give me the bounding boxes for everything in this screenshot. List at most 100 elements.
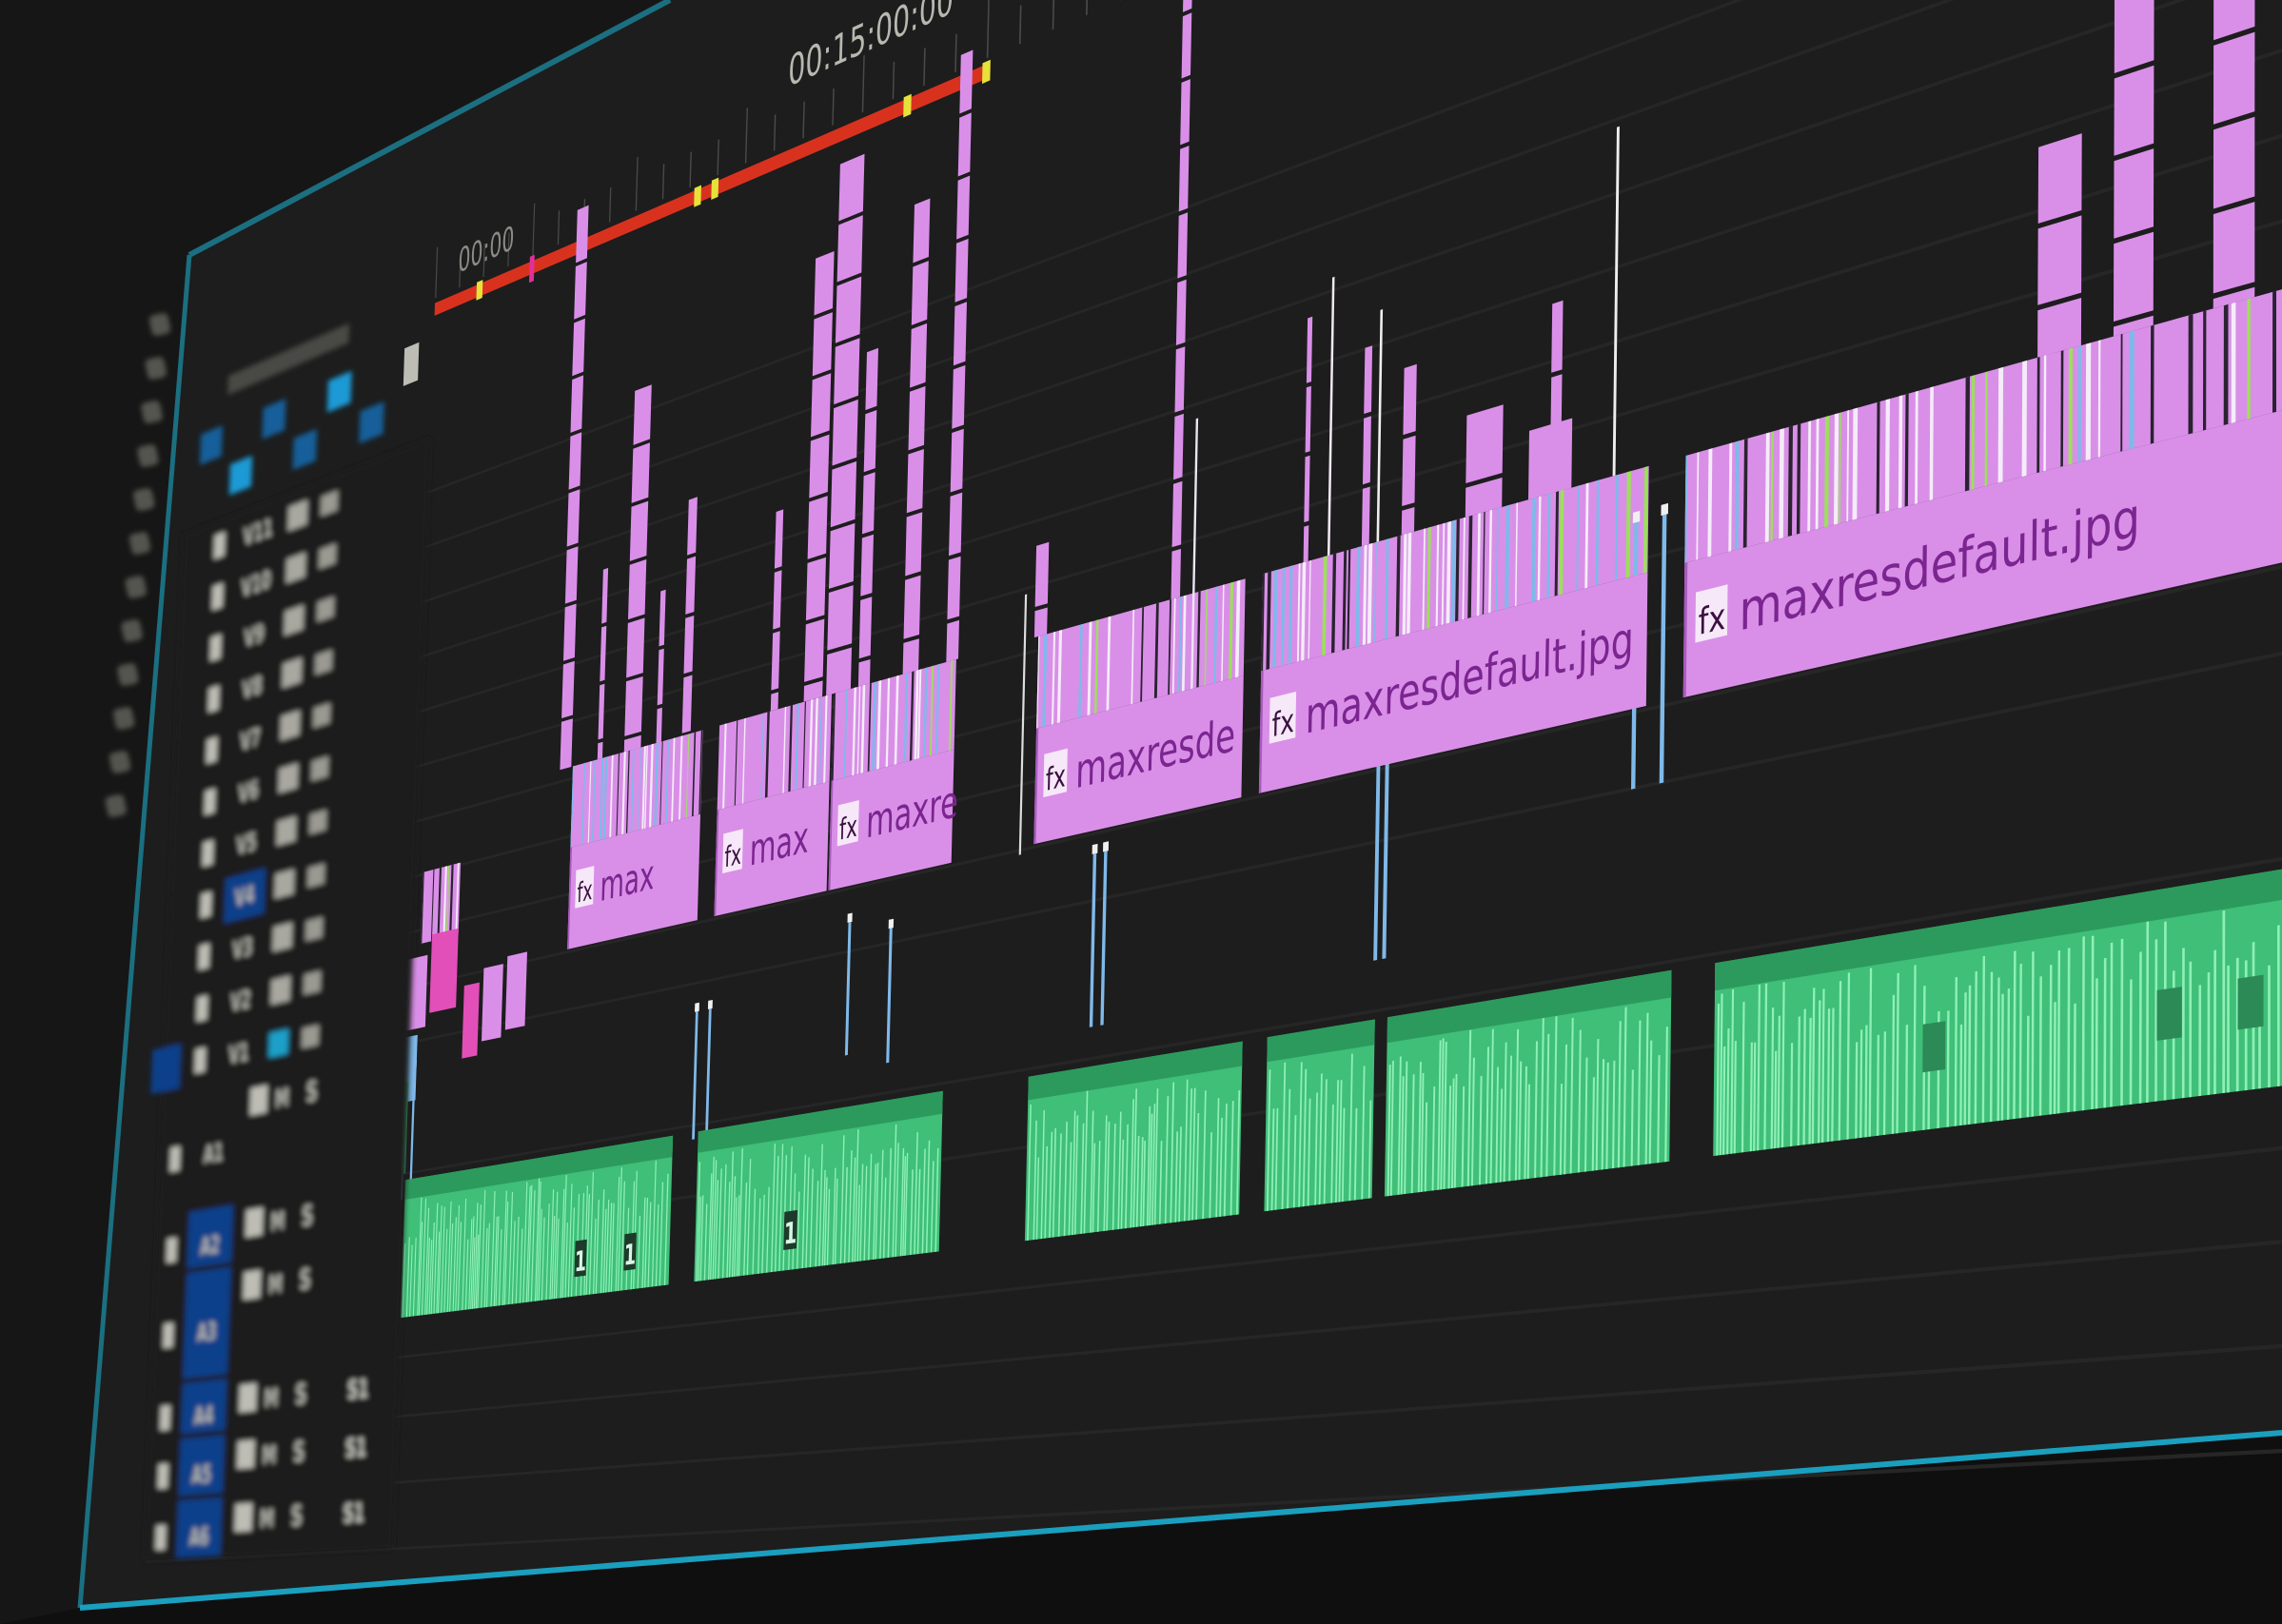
stacked-video-clip[interactable]: [954, 238, 969, 303]
stacked-video-clip[interactable]: [857, 659, 871, 687]
lock-icon[interactable]: [202, 839, 214, 868]
blue-marker[interactable]: [408, 1067, 416, 1200]
eye-icon[interactable]: [318, 543, 337, 570]
stacked-video-clip[interactable]: [656, 707, 662, 744]
toggle-sync-icon[interactable]: [287, 499, 308, 532]
audio-target-patch[interactable]: [178, 1435, 226, 1497]
sequence-tab[interactable]: [227, 323, 350, 396]
blue-marker[interactable]: [1659, 514, 1667, 784]
stacked-video-clip[interactable]: [1181, 12, 1192, 79]
stacked-video-clip[interactable]: [2113, 315, 2154, 337]
stacked-video-clip[interactable]: [1528, 418, 1573, 500]
stacked-video-clip[interactable]: [807, 496, 828, 559]
video-clip[interactable]: [1033, 675, 1244, 845]
stacked-video-clip[interactable]: [829, 522, 856, 589]
stacked-video-clip[interactable]: [1403, 363, 1417, 436]
stacked-video-clip[interactable]: [628, 558, 647, 620]
stacked-video-clip[interactable]: [863, 410, 877, 473]
eye-icon[interactable]: [305, 916, 324, 942]
marker-pin[interactable]: [1190, 418, 1199, 690]
lock-icon[interactable]: [200, 891, 212, 919]
stacked-video-clip[interactable]: [564, 546, 579, 604]
stacked-video-clip[interactable]: [809, 434, 830, 499]
audio-target-patch[interactable]: [181, 1379, 227, 1435]
voiceover-mic-icon[interactable]: [239, 1382, 257, 1413]
rolling-edit-tool-icon[interactable]: [136, 443, 159, 468]
stacked-video-clip[interactable]: [1173, 413, 1184, 480]
lock-icon[interactable]: [163, 1322, 174, 1349]
audio-target-patch[interactable]: [176, 1497, 223, 1558]
wrench-icon[interactable]: [403, 342, 420, 386]
stacked-video-clip[interactable]: [2213, 0, 2255, 41]
toggle-sync-icon[interactable]: [272, 922, 293, 952]
video-clip[interactable]: [567, 814, 700, 949]
timeline-toolbar-icon[interactable]: [326, 370, 352, 413]
stacked-video-clip[interactable]: [1306, 316, 1313, 383]
stacked-video-clip[interactable]: [657, 648, 664, 706]
razor-tool-icon[interactable]: [128, 531, 151, 556]
playhead-marker[interactable]: [529, 254, 535, 284]
voiceover-mic-icon[interactable]: [243, 1269, 262, 1301]
video-clip[interactable]: [828, 749, 954, 890]
stacked-video-clip[interactable]: [1178, 146, 1190, 212]
stacked-video-clip[interactable]: [1466, 404, 1504, 483]
stacked-video-clip[interactable]: [1033, 607, 1048, 638]
blue-marker[interactable]: [1089, 853, 1097, 1027]
stacked-video-clip[interactable]: [1175, 279, 1187, 345]
stacked-video-clip[interactable]: [2213, 31, 2255, 125]
stacked-video-clip[interactable]: [2213, 202, 2255, 294]
stacked-video-clip[interactable]: [2114, 148, 2154, 239]
stacked-video-clip[interactable]: [597, 741, 603, 760]
stacked-video-clip[interactable]: [906, 449, 924, 514]
timeline-toolbar-icon[interactable]: [262, 398, 286, 440]
stacked-video-clip[interactable]: [687, 497, 698, 556]
stacked-video-clip[interactable]: [770, 692, 778, 712]
audio-target-patch[interactable]: [187, 1204, 234, 1269]
audio-badge[interactable]: [623, 1232, 637, 1271]
blue-marker[interactable]: [1373, 766, 1381, 961]
stacked-video-clip[interactable]: [910, 323, 928, 388]
stacked-video-clip[interactable]: [835, 276, 862, 343]
stacked-video-clip[interactable]: [2037, 298, 2082, 358]
stacked-video-clip[interactable]: [804, 618, 825, 682]
stacked-video-clip[interactable]: [956, 175, 971, 240]
stacked-video-clip[interactable]: [1303, 525, 1309, 563]
source-patch-v1[interactable]: [150, 1044, 182, 1094]
small-video-clip[interactable]: [462, 982, 480, 1059]
blue-marker[interactable]: [705, 1008, 712, 1138]
stacked-video-clip[interactable]: [2213, 286, 2255, 309]
stacked-video-clip[interactable]: [1177, 212, 1189, 279]
lock-icon[interactable]: [160, 1405, 171, 1431]
stacked-video-clip[interactable]: [572, 318, 585, 377]
work-area-marker[interactable]: [982, 59, 991, 85]
lock-icon[interactable]: [204, 788, 216, 815]
toggle-sync-icon[interactable]: [284, 604, 305, 636]
stacked-video-clip[interactable]: [629, 500, 649, 561]
lock-icon[interactable]: [206, 736, 218, 764]
stacked-video-clip[interactable]: [950, 428, 964, 493]
blue-marker[interactable]: [1382, 764, 1389, 959]
work-area-marker[interactable]: [903, 93, 912, 118]
voiceover-mic-icon[interactable]: [249, 1085, 268, 1116]
stacked-video-clip[interactable]: [903, 575, 921, 639]
stacked-video-clip[interactable]: [2213, 116, 2255, 209]
stacked-video-clip[interactable]: [830, 460, 857, 528]
stacked-video-clip[interactable]: [865, 347, 878, 411]
stacked-video-clip[interactable]: [681, 675, 693, 734]
fx-badge[interactable]: [836, 800, 859, 847]
stacked-video-clip[interactable]: [576, 205, 589, 264]
voiceover-mic-icon[interactable]: [245, 1207, 264, 1238]
stacked-video-clip[interactable]: [1402, 435, 1416, 506]
stacked-video-clip[interactable]: [683, 616, 695, 675]
stacked-video-clip[interactable]: [626, 617, 645, 678]
video-clip[interactable]: [1258, 572, 1648, 793]
eye-icon[interactable]: [301, 1025, 320, 1048]
ripple-edit-tool-icon[interactable]: [141, 400, 164, 424]
stacked-video-clip[interactable]: [957, 112, 972, 177]
stacked-video-clip[interactable]: [1171, 480, 1183, 548]
stacked-video-clip[interactable]: [858, 597, 873, 659]
pen-tool-icon[interactable]: [116, 662, 139, 687]
stacked-video-clip[interactable]: [774, 509, 784, 569]
stacked-video-clip[interactable]: [1305, 385, 1311, 453]
marker-pin[interactable]: [1376, 309, 1384, 542]
